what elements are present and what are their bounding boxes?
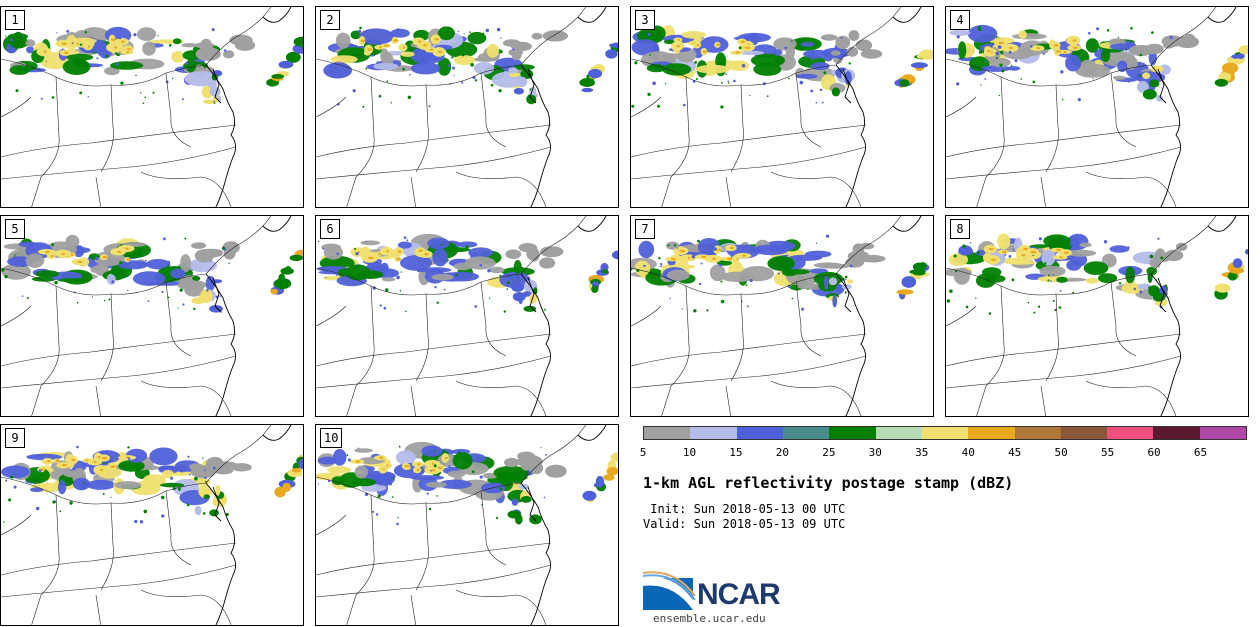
colorbar-segment [690,427,737,439]
member-number-label: 6 [320,219,340,239]
reflectivity-map [1,425,303,625]
ensemble-member-map: 4 [945,6,1249,208]
member-number-label: 4 [950,10,970,30]
ensemble-member-map: 1 [0,6,304,208]
colorbar-tick-label: 60 [1147,446,1161,459]
reflectivity-map [946,7,1248,207]
colorbar-tick-label: 40 [961,446,975,459]
colorbar-tick-label: 25 [822,446,836,459]
reflectivity-map [1,7,303,207]
reflectivity-map [316,7,618,207]
colorbar-segment [1153,427,1200,439]
colorbar-tick-label: 20 [775,446,789,459]
colorbar-segment [644,427,691,439]
colorbar-tick-label: 15 [729,446,743,459]
colorbar-tick-label: 45 [1008,446,1022,459]
reflectivity-map [631,7,933,207]
ensemble-member-map: 9 [0,424,304,626]
reflectivity-colorbar [643,426,1247,440]
member-number-label: 10 [320,428,343,448]
colorbar-tick-label: 5 [639,446,647,459]
colorbar-tick-label: 35 [915,446,929,459]
member-number-label: 9 [5,428,25,448]
colorbar-segment [736,427,783,439]
colorbar-segment [782,427,830,439]
ensemble-member-map: 6 [315,215,619,417]
reflectivity-map [1,216,303,416]
ncar-logo-text: NCAR [697,578,781,611]
member-number-label: 3 [635,10,655,30]
member-number-label: 2 [320,10,340,30]
ncar-logo-icon [643,571,696,610]
member-number-label: 1 [5,10,25,30]
ensemble-url: ensemble.ucar.edu [653,612,766,625]
member-number-label: 7 [635,219,655,239]
reflectivity-map [316,216,618,416]
colorbar-tick-label: 55 [1100,446,1115,459]
ensemble-member-map: 3 [630,6,934,208]
member-number-label: 5 [5,219,25,239]
colorbar-segment [921,427,969,439]
colorbar-segment [1199,427,1247,439]
colorbar-segment [1060,427,1108,439]
colorbar-tick-label: 10 [682,446,697,459]
ensemble-member-map: 5 [0,215,304,417]
colorbar-segment [1014,427,1061,439]
colorbar-ticks: 5 10 15 20 25 30 35 40 45 50 55 60 65 [639,446,1247,460]
ensemble-member-map: 10 [315,424,619,626]
valid-time: Valid: Sun 2018-05-13 09 UTC [643,517,846,531]
member-number-label: 8 [950,219,970,239]
colorbar-segment [875,427,922,439]
colorbar-segment [968,427,1015,439]
figure-title: 1-km AGL reflectivity postage stamp (dBZ… [643,474,1014,492]
init-time: Init: Sun 2018-05-13 00 UTC [643,502,846,516]
colorbar-tick-label: 65 [1193,446,1208,459]
reflectivity-map [631,216,930,416]
colorbar-segment [829,427,876,439]
ensemble-member-map: 2 [315,6,619,208]
colorbar-tick-label: 50 [1054,446,1068,459]
reflectivity-map [946,216,1248,416]
ensemble-member-map: 7 [630,215,934,417]
reflectivity-map [316,425,618,625]
colorbar-segment [1107,427,1154,439]
ensemble-member-map: 8 [945,215,1249,417]
colorbar-tick-label: 30 [868,446,882,459]
